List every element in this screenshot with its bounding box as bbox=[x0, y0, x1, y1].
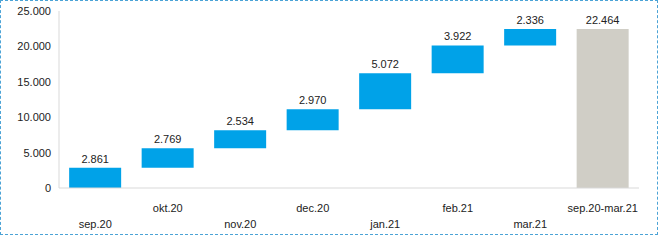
svg-text:okt.20: okt.20 bbox=[153, 202, 183, 214]
svg-text:mar.21: mar.21 bbox=[513, 218, 547, 230]
svg-text:3.922: 3.922 bbox=[444, 30, 472, 42]
svg-text:5.000: 5.000 bbox=[23, 147, 51, 159]
svg-text:dec.20: dec.20 bbox=[296, 202, 329, 214]
svg-text:nov.20: nov.20 bbox=[224, 218, 256, 230]
svg-text:sep.20-mar.21: sep.20-mar.21 bbox=[568, 202, 638, 214]
svg-text:2.336: 2.336 bbox=[516, 14, 544, 26]
svg-text:22.464: 22.464 bbox=[586, 14, 620, 26]
svg-text:15.000: 15.000 bbox=[17, 76, 51, 88]
svg-text:sep.20: sep.20 bbox=[79, 218, 112, 230]
svg-text:jan.21: jan.21 bbox=[369, 218, 400, 230]
svg-text:20.000: 20.000 bbox=[17, 40, 51, 52]
svg-text:2.769: 2.769 bbox=[154, 133, 182, 145]
svg-text:2.970: 2.970 bbox=[299, 94, 327, 106]
svg-text:0: 0 bbox=[45, 182, 51, 194]
svg-text:2.861: 2.861 bbox=[81, 153, 109, 165]
svg-text:feb.21: feb.21 bbox=[442, 202, 473, 214]
svg-text:2.534: 2.534 bbox=[226, 115, 254, 127]
svg-text:10.000: 10.000 bbox=[17, 111, 51, 123]
svg-text:5.072: 5.072 bbox=[371, 58, 399, 70]
svg-text:25.000: 25.000 bbox=[17, 5, 51, 17]
